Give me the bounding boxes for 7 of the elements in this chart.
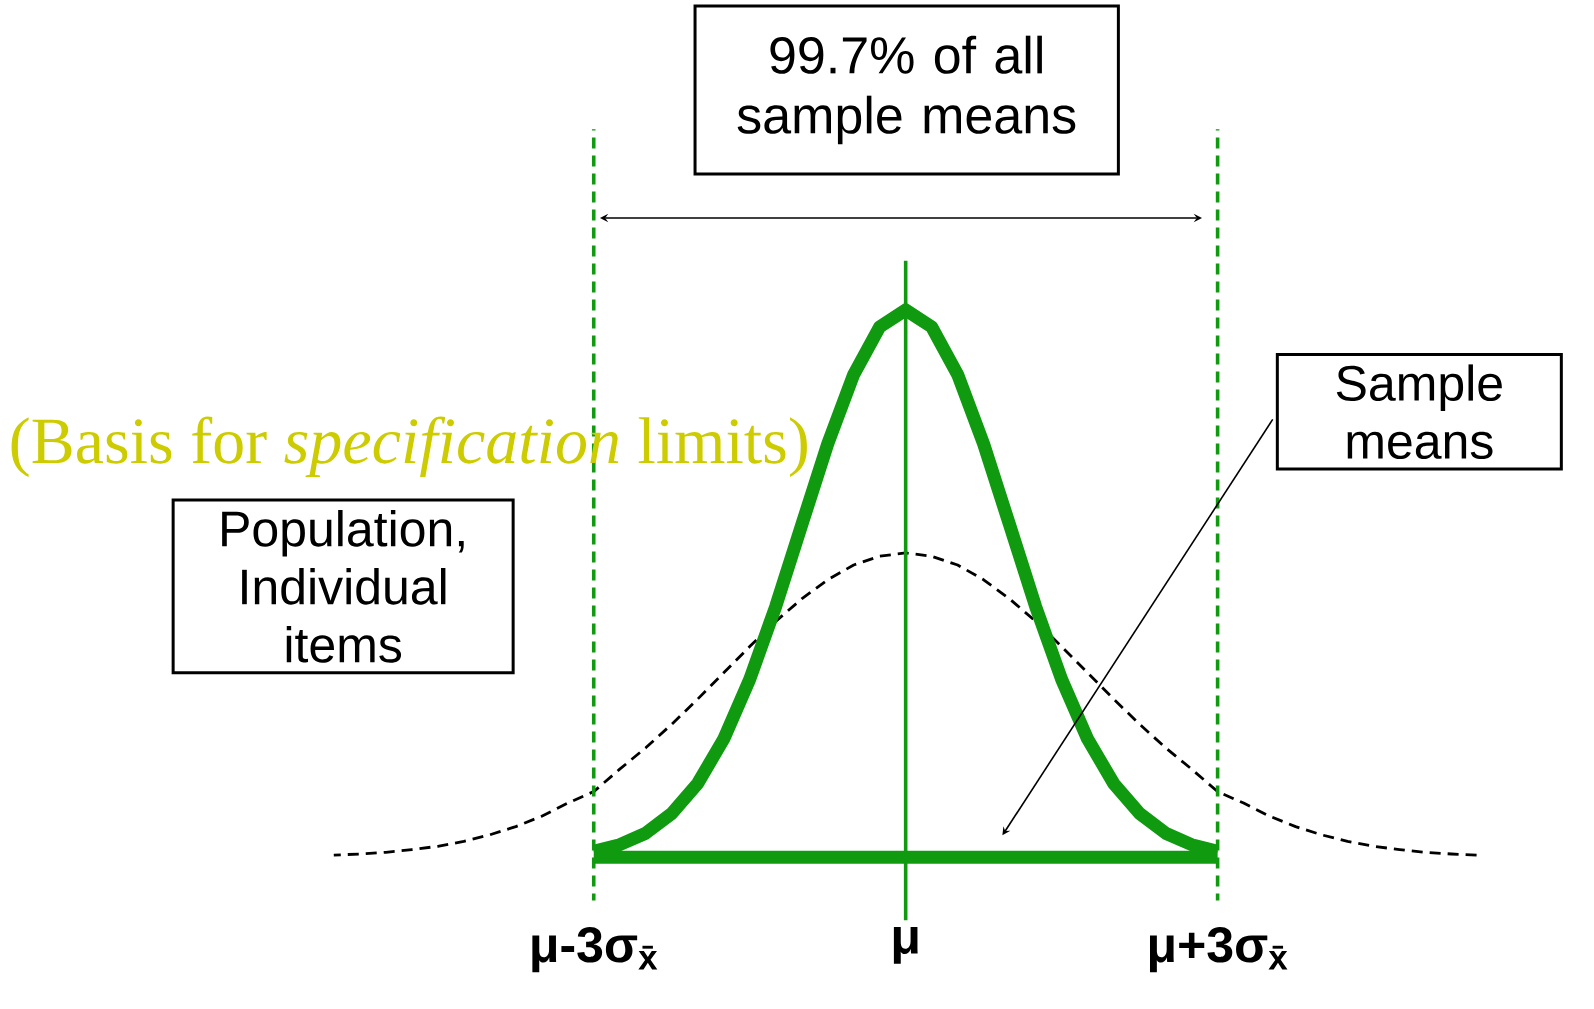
text: Population, Individual items — [222, 509, 464, 663]
x-tick-label: μ-3σ$_{x̄}$ — [532, 927, 658, 973]
text: Sample means — [1336, 364, 1502, 460]
x-tick-label: μ — [893, 927, 918, 964]
x-tick-label: μ+3σ$_{x̄}$ — [1149, 927, 1288, 973]
text: 99.7% of all sample means — [737, 35, 1076, 145]
annotation: (Basis for specification limits) — [11, 416, 807, 478]
